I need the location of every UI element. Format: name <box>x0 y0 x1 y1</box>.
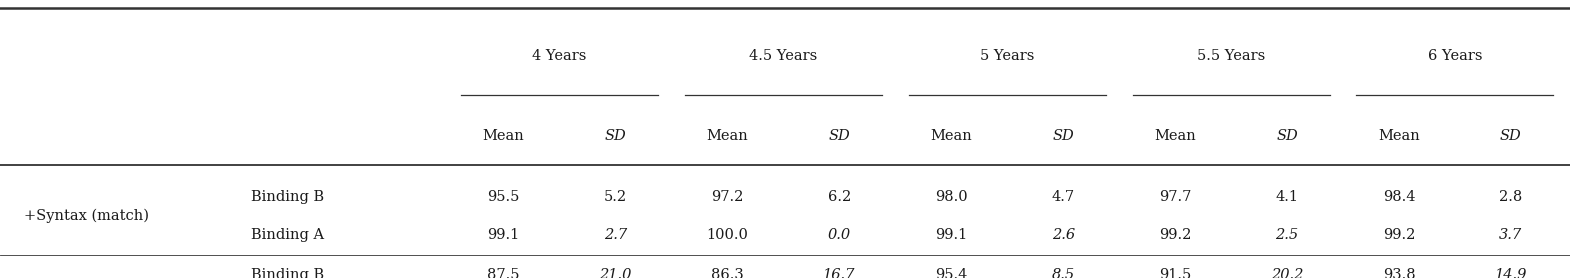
Text: Binding B: Binding B <box>251 190 325 204</box>
Text: 99.2: 99.2 <box>1159 228 1192 242</box>
Text: 2.7: 2.7 <box>604 228 626 242</box>
Text: 99.1: 99.1 <box>487 228 520 242</box>
Text: 5.2: 5.2 <box>604 190 626 204</box>
Text: 99.2: 99.2 <box>1383 228 1415 242</box>
Text: Binding A: Binding A <box>251 228 325 242</box>
Text: 93.8: 93.8 <box>1383 268 1415 278</box>
Text: 98.0: 98.0 <box>934 190 967 204</box>
Text: Mean: Mean <box>706 129 749 143</box>
Text: 95.5: 95.5 <box>487 190 520 204</box>
Text: 87.5: 87.5 <box>487 268 520 278</box>
Text: 4.5 Years: 4.5 Years <box>749 49 818 63</box>
Text: Binding B: Binding B <box>251 268 325 278</box>
Text: +Syntax (match): +Syntax (match) <box>24 209 149 223</box>
Text: Mean: Mean <box>482 129 524 143</box>
Text: 21.0: 21.0 <box>600 268 631 278</box>
Text: Mean: Mean <box>931 129 972 143</box>
Text: 4 Years: 4 Years <box>532 49 587 63</box>
Text: SD: SD <box>1276 129 1298 143</box>
Text: 5 Years: 5 Years <box>980 49 1035 63</box>
Text: 3.7: 3.7 <box>1499 228 1523 242</box>
Text: 16.7: 16.7 <box>823 268 856 278</box>
Text: 100.0: 100.0 <box>706 228 749 242</box>
Text: 20.2: 20.2 <box>1270 268 1303 278</box>
Text: 14.9: 14.9 <box>1495 268 1528 278</box>
Text: 6 Years: 6 Years <box>1427 49 1482 63</box>
Text: 0.0: 0.0 <box>827 228 851 242</box>
Text: 8.5: 8.5 <box>1052 268 1075 278</box>
Text: 91.5: 91.5 <box>1159 268 1192 278</box>
Text: 5.5 Years: 5.5 Years <box>1196 49 1265 63</box>
Text: SD: SD <box>604 129 626 143</box>
Text: Mean: Mean <box>1378 129 1419 143</box>
Text: SD: SD <box>829 129 849 143</box>
Text: 97.7: 97.7 <box>1159 190 1192 204</box>
Text: 6.2: 6.2 <box>827 190 851 204</box>
Text: 99.1: 99.1 <box>936 228 967 242</box>
Text: 4.1: 4.1 <box>1275 190 1298 204</box>
Text: 2.5: 2.5 <box>1275 228 1298 242</box>
Text: 95.4: 95.4 <box>936 268 967 278</box>
Text: 2.8: 2.8 <box>1499 190 1523 204</box>
Text: 97.2: 97.2 <box>711 190 744 204</box>
Text: SD: SD <box>1052 129 1074 143</box>
Text: Mean: Mean <box>1154 129 1196 143</box>
Text: 86.3: 86.3 <box>711 268 744 278</box>
Text: 2.6: 2.6 <box>1052 228 1075 242</box>
Text: SD: SD <box>1499 129 1521 143</box>
Text: 98.4: 98.4 <box>1383 190 1415 204</box>
Text: 4.7: 4.7 <box>1052 190 1075 204</box>
